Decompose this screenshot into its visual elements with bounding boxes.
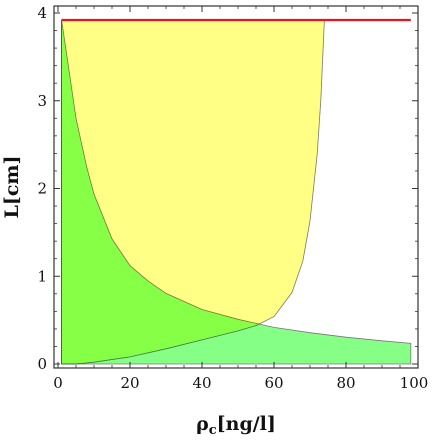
x-axis-title: ρc[ng/l] [196,413,276,438]
x-tick-label: 80 [336,374,355,392]
x-tick-label: 40 [192,374,211,392]
x-tick-label: 0 [53,374,63,392]
x-axis-title-main: ρ [196,413,209,435]
y-tick-label: 4 [37,4,47,22]
axis-ticks: 0 20 40 60 80 100 0 1 2 3 4 [37,4,428,392]
x-axis-title-unit: [ng/l] [217,413,276,435]
y-tick-label: 0 [37,355,47,373]
y-tick-label: 2 [37,180,47,198]
y-tick-label: 1 [37,267,47,285]
area-series-2 [61,19,412,365]
x-tick-label: 20 [120,374,139,392]
plot-frame [53,5,419,369]
x-axis-title-sub: c [209,423,217,438]
y-tick-label: 3 [37,92,47,110]
x-tick-label: 100 [400,374,429,392]
x-tick-label: 60 [264,374,283,392]
y-axis-title: L[cm] [1,155,23,218]
plot-area [61,18,412,365]
